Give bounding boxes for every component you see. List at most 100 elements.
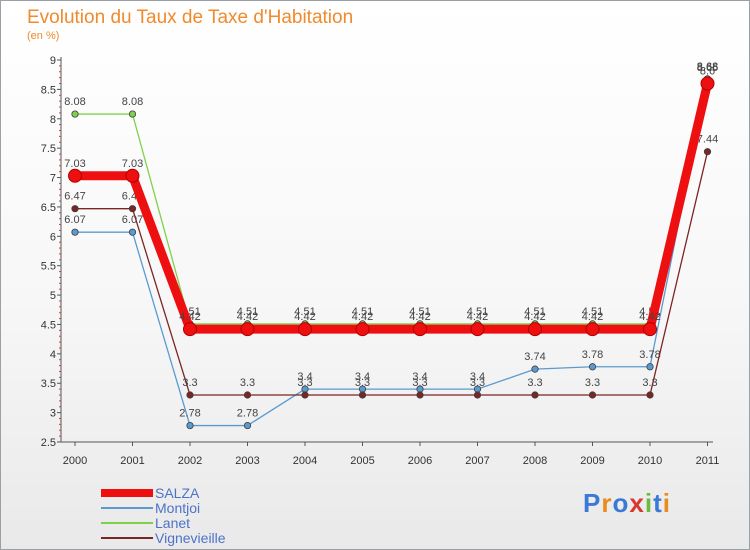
logo-letter: i xyxy=(644,488,654,518)
data-point-salza xyxy=(413,322,427,337)
series-line-lanet xyxy=(74,79,709,325)
y-tick-label: 2.5 xyxy=(41,437,56,449)
data-label-vignevieille: 7.44 xyxy=(697,134,718,146)
y-tick-label: 5.5 xyxy=(41,261,56,273)
data-point-vignevieille xyxy=(703,148,712,156)
data-label-lanet: 4.51 xyxy=(524,306,545,318)
data-label-montjoi: 3.78 xyxy=(582,349,603,361)
legend-item-montjoi: Montjoi xyxy=(101,500,200,516)
data-point-montjoi xyxy=(646,363,654,371)
data-point-montjoi xyxy=(588,363,597,371)
data-label-salza: 4.42 xyxy=(524,311,545,323)
data-point-salza xyxy=(528,322,542,337)
data-point-montjoi xyxy=(186,421,194,430)
data-point-salza xyxy=(240,322,255,337)
data-point-vignevieille xyxy=(243,391,252,399)
data-label-salza: 8.6 xyxy=(700,66,715,78)
data-label-vignevieille: 3.3 xyxy=(527,377,542,389)
legend-label: Montjoi xyxy=(155,500,201,516)
data-label-vignevieille: 3.3 xyxy=(240,377,255,389)
data-label-montjoi: 3.4 xyxy=(355,371,370,383)
data-label-vignevieille: 3.3 xyxy=(182,377,197,389)
data-label-salza: 7.03 xyxy=(122,158,143,170)
chart-title: Evolution du Taux de Taxe d'Habitation xyxy=(27,7,354,28)
y-tick-label: 5 xyxy=(50,290,56,302)
x-tick-label: 2001 xyxy=(120,455,144,467)
data-point-montjoi xyxy=(71,228,79,236)
y-tick-label: 3.5 xyxy=(41,378,56,390)
y-tick-label: 8.5 xyxy=(41,84,56,96)
data-point-vignevieille xyxy=(646,391,654,399)
y-tick-label: 4.5 xyxy=(41,319,56,331)
data-label-lanet: 4.51 xyxy=(409,306,430,318)
data-point-vignevieille xyxy=(531,391,539,399)
data-label-montjoi: 3.78 xyxy=(639,349,660,361)
data-label-montjoi: 3.74 xyxy=(524,351,545,363)
data-point-salza xyxy=(68,168,82,183)
data-label-salza: 4.42 xyxy=(467,311,488,323)
data-label-montjoi: 3.4 xyxy=(297,371,312,383)
x-tick-label: 2000 xyxy=(63,455,87,467)
y-tick-label: 6 xyxy=(50,231,56,243)
series-line-vignevieille xyxy=(74,151,709,396)
data-label-lanet: 4.51 xyxy=(237,306,258,318)
data-label-lanet: 4.51 xyxy=(352,306,373,318)
data-point-vignevieille xyxy=(71,205,79,213)
legend-item-lanet: Lanet xyxy=(101,515,190,531)
data-label-montjoi: 6.07 xyxy=(122,214,143,226)
data-point-montjoi xyxy=(243,421,252,430)
x-tick-label: 2002 xyxy=(178,455,202,467)
legend-item-salza: SALZA xyxy=(101,485,199,501)
x-tick-label: 2008 xyxy=(523,455,547,467)
legend-swatch xyxy=(101,507,153,509)
data-label-lanet: 8.08 xyxy=(64,96,85,108)
x-tick-label: 2007 xyxy=(465,455,489,467)
data-point-vignevieille xyxy=(416,391,424,399)
data-label-montjoi: 2.78 xyxy=(237,408,258,420)
series-line-montjoi xyxy=(74,78,709,427)
legend-label: SALZA xyxy=(155,485,200,501)
x-tick-label: 2011 xyxy=(696,455,720,467)
legend-label: Lanet xyxy=(155,515,191,531)
data-label-vignevieille: 3.3 xyxy=(297,377,312,389)
series-line-salza xyxy=(70,79,712,334)
data-point-salza xyxy=(643,322,657,337)
logo-letter: x xyxy=(629,488,645,518)
y-tick-label: 7 xyxy=(50,173,56,185)
legend-item-vignevieille: Vignevieille xyxy=(101,530,226,546)
data-label-vignevieille: 3.3 xyxy=(412,377,427,389)
data-point-salza xyxy=(125,168,140,183)
chart-unit: (en %) xyxy=(27,30,60,42)
data-label-montjoi: 2.78 xyxy=(179,408,200,420)
y-tick-label: 9 xyxy=(50,55,56,67)
y-tick-label: 3 xyxy=(50,408,56,420)
data-label-montjoi: 3.4 xyxy=(470,371,485,383)
data-label-montjoi: 6.07 xyxy=(64,214,85,226)
data-label-lanet: 8.08 xyxy=(122,96,143,108)
data-label-salza: 4.42 xyxy=(639,311,660,323)
data-label-lanet: 4.51 xyxy=(294,306,315,318)
data-point-montjoi xyxy=(128,228,137,236)
y-tick-label: 7.5 xyxy=(41,143,56,155)
x-tick-label: 2010 xyxy=(638,455,662,467)
data-label-vignevieille: 3.3 xyxy=(642,377,657,389)
x-tick-label: 2004 xyxy=(293,455,317,467)
data-label-salza: 7.03 xyxy=(64,158,85,170)
x-tick-label: 2009 xyxy=(580,455,604,467)
data-label-lanet: 4.51 xyxy=(582,306,603,318)
data-label-lanet: 4.51 xyxy=(467,306,488,318)
logo-letter: P xyxy=(583,488,602,518)
legend-swatch xyxy=(101,489,153,497)
data-label-vignevieille: 3.3 xyxy=(470,377,485,389)
legend-label: Vignevieille xyxy=(155,530,226,546)
data-label-lanet: 8.66 xyxy=(697,62,718,74)
logo-letter: i xyxy=(662,488,671,518)
y-tick-label: 6.5 xyxy=(41,202,56,214)
data-label-montjoi: 8.68 xyxy=(697,61,718,73)
data-label-vignevieille: 3.3 xyxy=(355,377,370,389)
legend-swatch xyxy=(101,522,153,524)
legend-swatch xyxy=(101,537,153,539)
data-point-lanet xyxy=(71,110,79,118)
data-point-vignevieille xyxy=(301,391,309,399)
